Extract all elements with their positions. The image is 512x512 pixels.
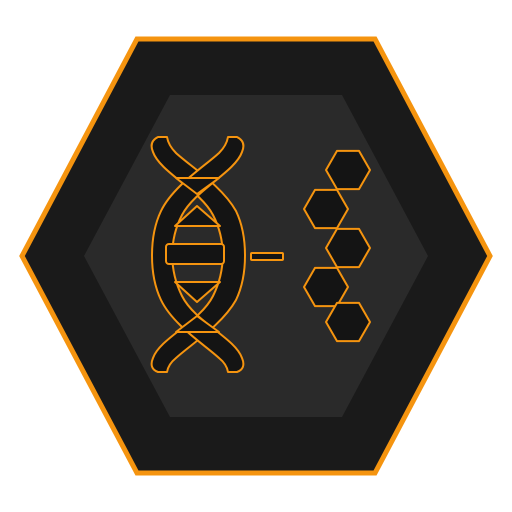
molecule-hexagon-2: [303, 188, 349, 230]
molecule-hexagon-3: [325, 227, 371, 269]
molecule-hexagon-4: [303, 266, 349, 308]
dna-helix-icon: [150, 136, 246, 373]
dna-rung-2: [175, 177, 220, 195]
molecule-hexagon-5: [325, 301, 371, 343]
dna-rung-1: [165, 243, 225, 265]
dna-strand-b: [151, 136, 245, 373]
dna-rung-4: [174, 281, 221, 303]
hexagon-chain-icon: [303, 149, 371, 343]
dna-rung-5: [175, 315, 220, 333]
dna-strand-a: [150, 136, 246, 373]
molecule-hexagon-1: [325, 149, 371, 191]
dash-icon: [250, 252, 284, 261]
dna-rung-3: [174, 205, 221, 227]
